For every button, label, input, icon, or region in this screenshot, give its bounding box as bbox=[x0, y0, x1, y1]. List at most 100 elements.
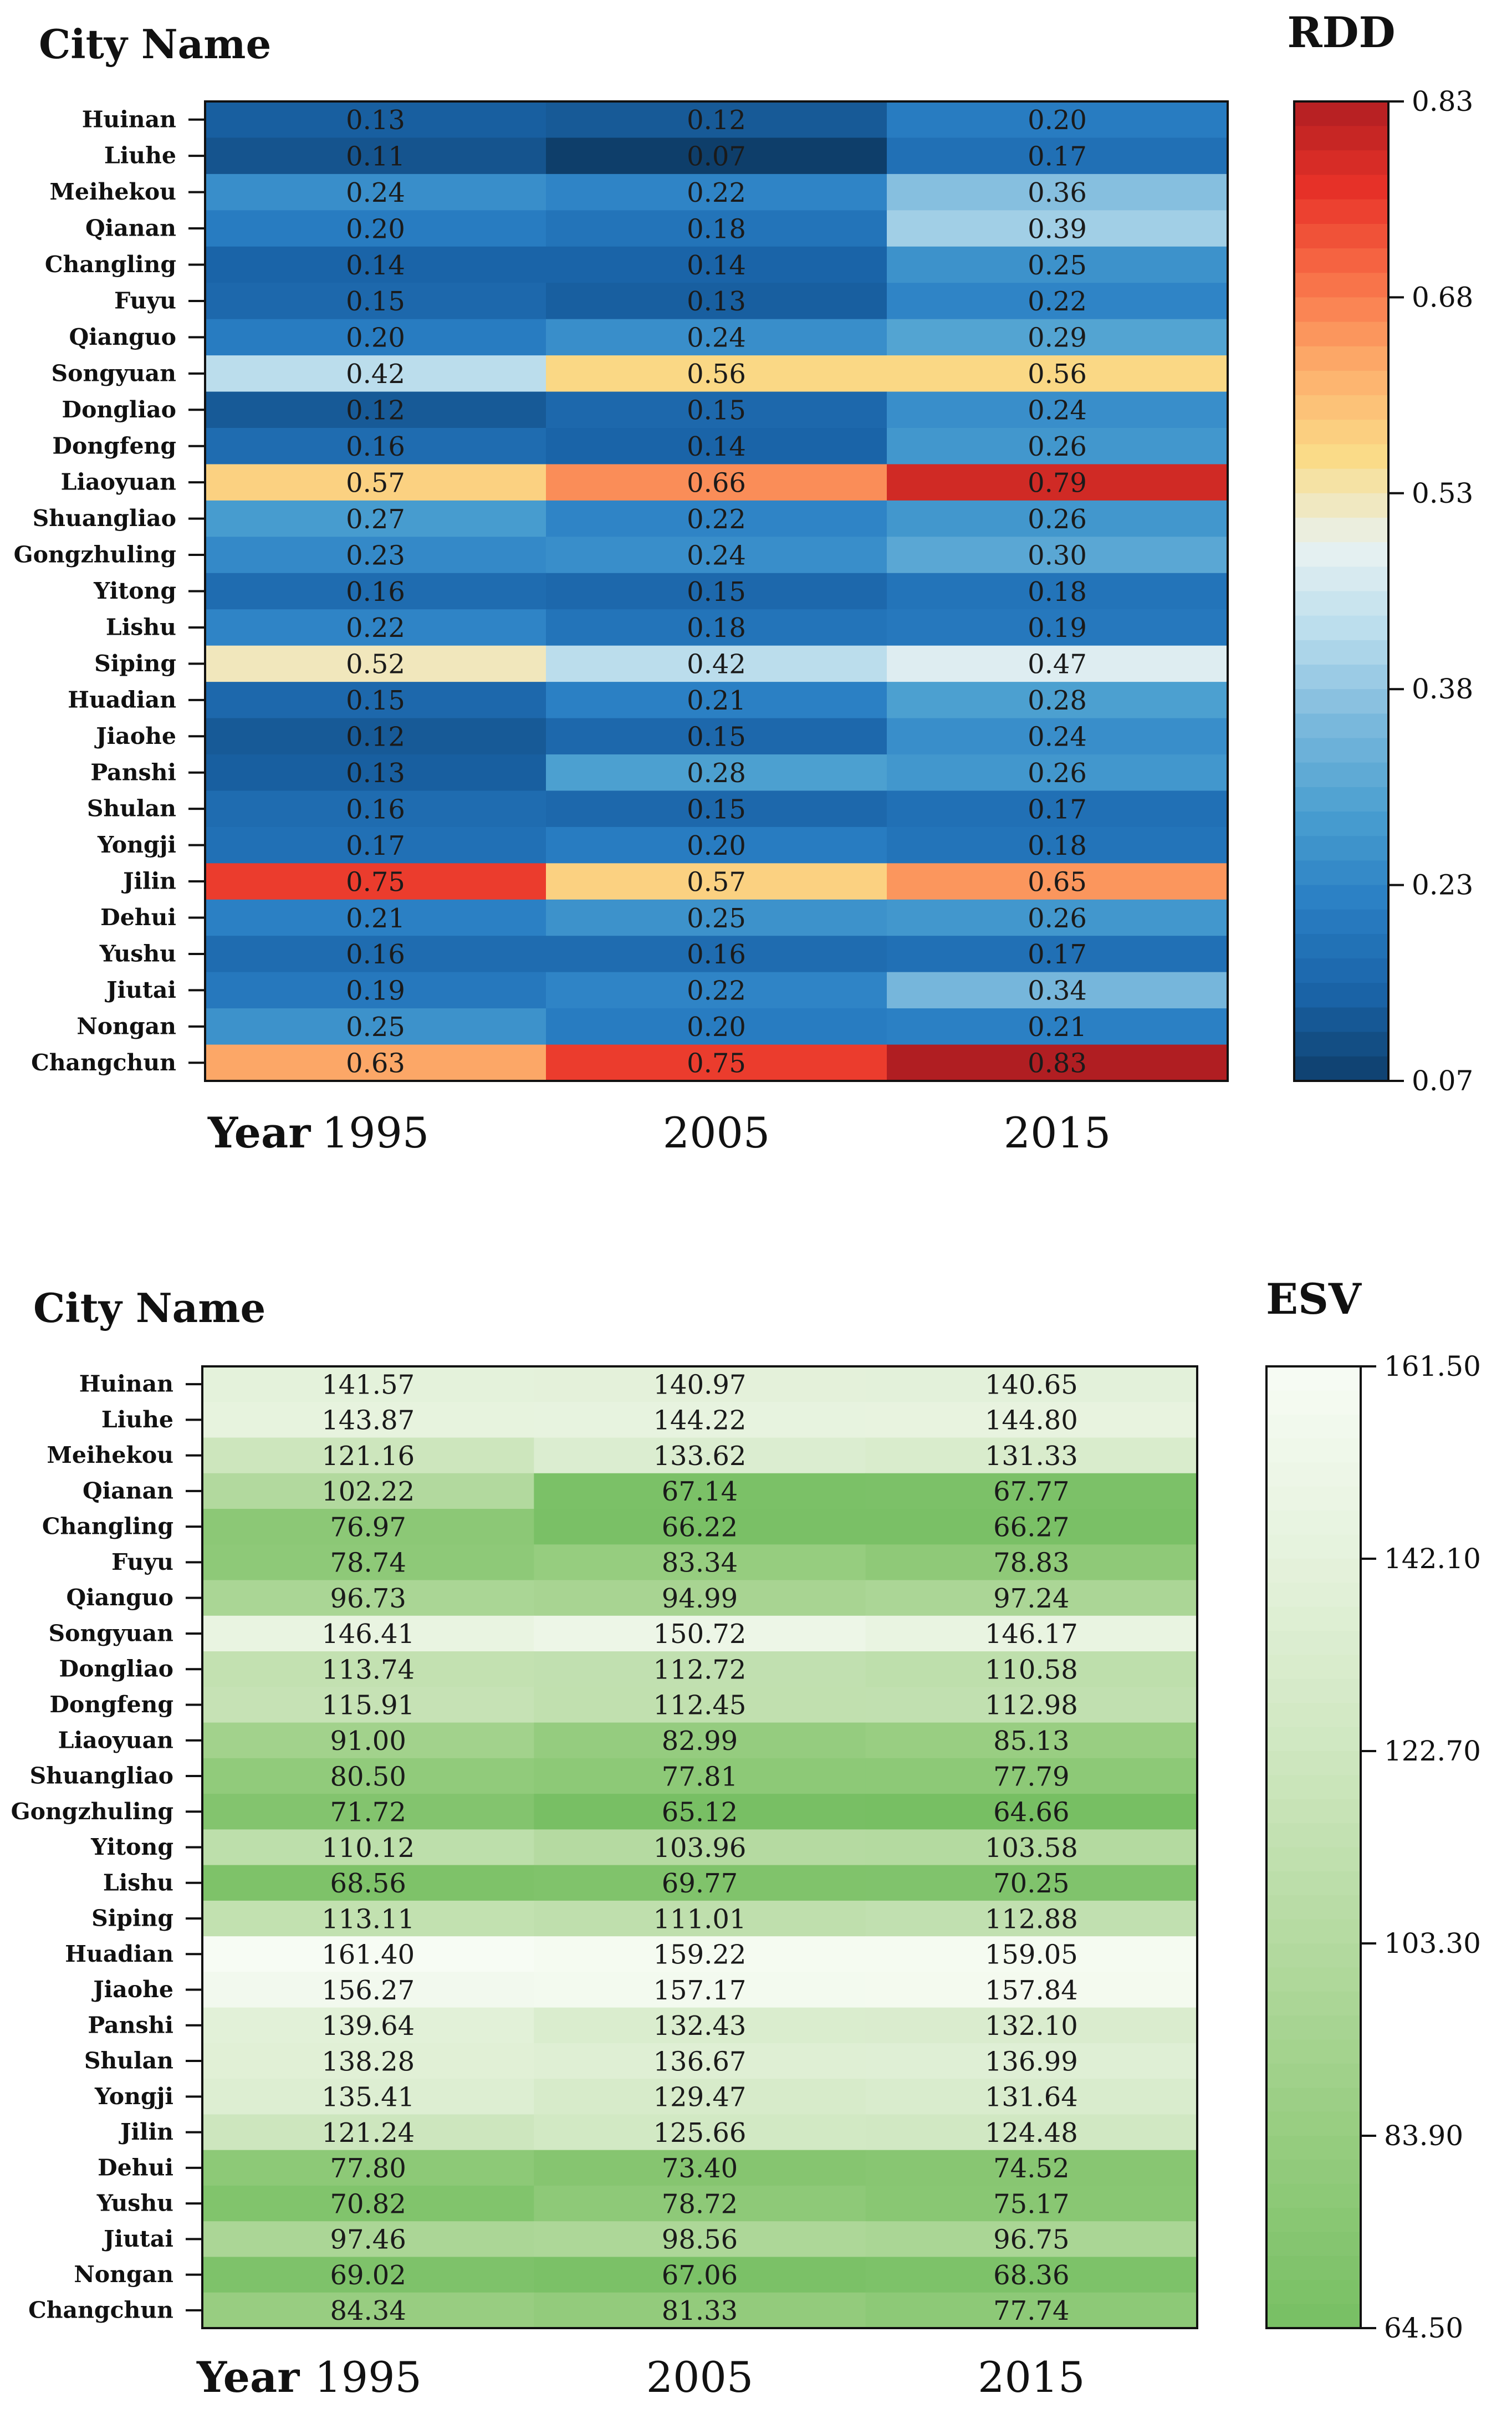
city-name-label: Changling bbox=[45, 251, 176, 278]
heatmap-cell bbox=[887, 283, 1228, 320]
colorbar-band bbox=[1294, 615, 1388, 641]
colorbar-band bbox=[1294, 223, 1388, 249]
cell-value-label: 0.66 bbox=[687, 467, 746, 498]
cell-value-label: 0.56 bbox=[687, 359, 746, 390]
heatmap-cell bbox=[865, 2079, 1198, 2115]
heatmap-cell bbox=[546, 137, 887, 175]
colorbar-tick-label: 64.50 bbox=[1384, 2312, 1463, 2344]
heatmap-cell bbox=[534, 1722, 866, 1759]
cell-value-label: 84.34 bbox=[330, 2295, 406, 2326]
cell-value-label: 125.66 bbox=[653, 2117, 747, 2149]
heatmap-cell bbox=[202, 2150, 534, 2186]
colorbar-band bbox=[1266, 1583, 1361, 1608]
heatmap-cell bbox=[887, 355, 1228, 392]
heatmap-cell bbox=[546, 428, 887, 465]
heatmap-cell bbox=[546, 645, 887, 682]
heatmap-cell bbox=[546, 464, 887, 501]
heatmap-cell bbox=[865, 2007, 1198, 2044]
cell-value-label: 0.57 bbox=[687, 866, 746, 897]
cell-value-label: 81.33 bbox=[662, 2295, 738, 2326]
colorbar-band bbox=[1294, 322, 1388, 347]
cell-value-label: 0.13 bbox=[346, 105, 405, 136]
cell-value-label: 0.65 bbox=[1028, 866, 1087, 897]
cell-value-label: 85.13 bbox=[993, 1726, 1069, 1757]
colorbar-band bbox=[1266, 1847, 1361, 1872]
heatmap-cell bbox=[534, 2221, 866, 2258]
colorbar-band bbox=[1266, 1799, 1361, 1824]
cell-value-label: 121.24 bbox=[321, 2117, 415, 2149]
colorbar-band bbox=[1266, 1895, 1361, 1920]
heatmap-cell bbox=[202, 1509, 534, 1545]
colorbar-band bbox=[1266, 1534, 1361, 1559]
cell-value-label: 0.26 bbox=[1028, 903, 1087, 934]
heatmap-cell bbox=[887, 101, 1228, 139]
year-tick-label: 2015 bbox=[1004, 1108, 1111, 1157]
heatmap-cell bbox=[887, 899, 1228, 936]
colorbar-band bbox=[1294, 370, 1388, 396]
heatmap-cell bbox=[534, 2257, 866, 2293]
cell-value-label: 0.28 bbox=[1028, 685, 1087, 716]
heatmap-rdd: 0.13 0.12 0.20 0.11 0.07 0.17 0.24 0.22 0.36 0.20… bbox=[14, 8, 1474, 1157]
cell-value-label: 132.10 bbox=[985, 2010, 1078, 2042]
colorbar-band bbox=[1266, 1678, 1361, 1703]
y-axis-title: City Name bbox=[39, 21, 271, 68]
cell-value-label: 91.00 bbox=[330, 1726, 406, 1757]
cell-value-label: 0.14 bbox=[687, 431, 746, 462]
city-name-label: Jiaohe bbox=[94, 723, 176, 749]
year-tick-label: 2015 bbox=[978, 2352, 1085, 2402]
cell-value-label: 150.72 bbox=[653, 1619, 747, 1650]
heatmap-cell bbox=[546, 863, 887, 900]
cell-value-label: 0.20 bbox=[346, 323, 405, 354]
heatmap-cell bbox=[205, 754, 546, 792]
heatmap-cell bbox=[205, 573, 546, 610]
cell-value-label: 77.79 bbox=[993, 1761, 1069, 1792]
heatmap-cell bbox=[205, 210, 546, 247]
heatmap-cell bbox=[546, 573, 887, 610]
cell-value-label: 136.67 bbox=[653, 2046, 747, 2077]
cell-value-label: 0.15 bbox=[687, 794, 746, 825]
heatmap-cell bbox=[534, 1865, 866, 1901]
city-name-label: Yongji bbox=[97, 831, 176, 858]
cell-value-label: 131.64 bbox=[985, 2082, 1078, 2113]
heatmap-cell bbox=[865, 1509, 1198, 1545]
heatmap-cell bbox=[534, 1687, 866, 1723]
heatmap-cell bbox=[546, 972, 887, 1009]
cell-value-label: 0.75 bbox=[687, 1048, 746, 1079]
heatmap-cell bbox=[865, 1865, 1198, 1901]
heatmap-cell bbox=[202, 1615, 534, 1652]
heatmap-cell bbox=[865, 2185, 1198, 2222]
colorbar-tick-label: 83.90 bbox=[1384, 2120, 1463, 2152]
cell-value-label: 0.23 bbox=[346, 540, 405, 571]
city-name-label: Jilin bbox=[121, 868, 176, 895]
cell-value-label: 112.72 bbox=[653, 1654, 747, 1685]
heatmap-cell bbox=[887, 826, 1228, 864]
heatmap-cell bbox=[887, 537, 1228, 574]
colorbar-band bbox=[1266, 1486, 1361, 1511]
cell-value-label: 77.81 bbox=[662, 1761, 738, 1792]
cell-value-label: 0.17 bbox=[1028, 794, 1087, 825]
heatmap-cell bbox=[534, 1473, 866, 1509]
colorbar-band bbox=[1266, 1991, 1361, 2016]
city-name-label: Fuyu bbox=[114, 287, 176, 314]
colorbar-band bbox=[1294, 346, 1388, 371]
cell-value-label: 146.41 bbox=[321, 1619, 415, 1650]
heatmap-cell bbox=[546, 319, 887, 356]
city-name-label: Huadian bbox=[65, 1941, 173, 1967]
cell-value-label: 80.50 bbox=[330, 1761, 406, 1792]
heatmap-cell bbox=[546, 500, 887, 537]
heatmap-cell bbox=[546, 899, 887, 936]
heatmap-cell bbox=[887, 210, 1228, 247]
heatmap-cell bbox=[202, 1366, 534, 1402]
heatmap-cell bbox=[865, 2150, 1198, 2186]
heatmap-cell bbox=[534, 1794, 866, 1830]
heatmap-cell bbox=[865, 1722, 1198, 1759]
heatmap-cell bbox=[205, 972, 546, 1009]
colorbar-band bbox=[1294, 860, 1388, 886]
heatmap-cell bbox=[546, 754, 887, 792]
cell-value-label: 68.56 bbox=[330, 1868, 406, 1899]
heatmap-cell bbox=[546, 283, 887, 320]
city-name-label: Qianan bbox=[83, 1477, 173, 1504]
cell-value-label: 71.72 bbox=[330, 1797, 406, 1828]
city-name-label: Panshi bbox=[88, 2012, 173, 2038]
cell-value-label: 0.07 bbox=[687, 141, 746, 172]
